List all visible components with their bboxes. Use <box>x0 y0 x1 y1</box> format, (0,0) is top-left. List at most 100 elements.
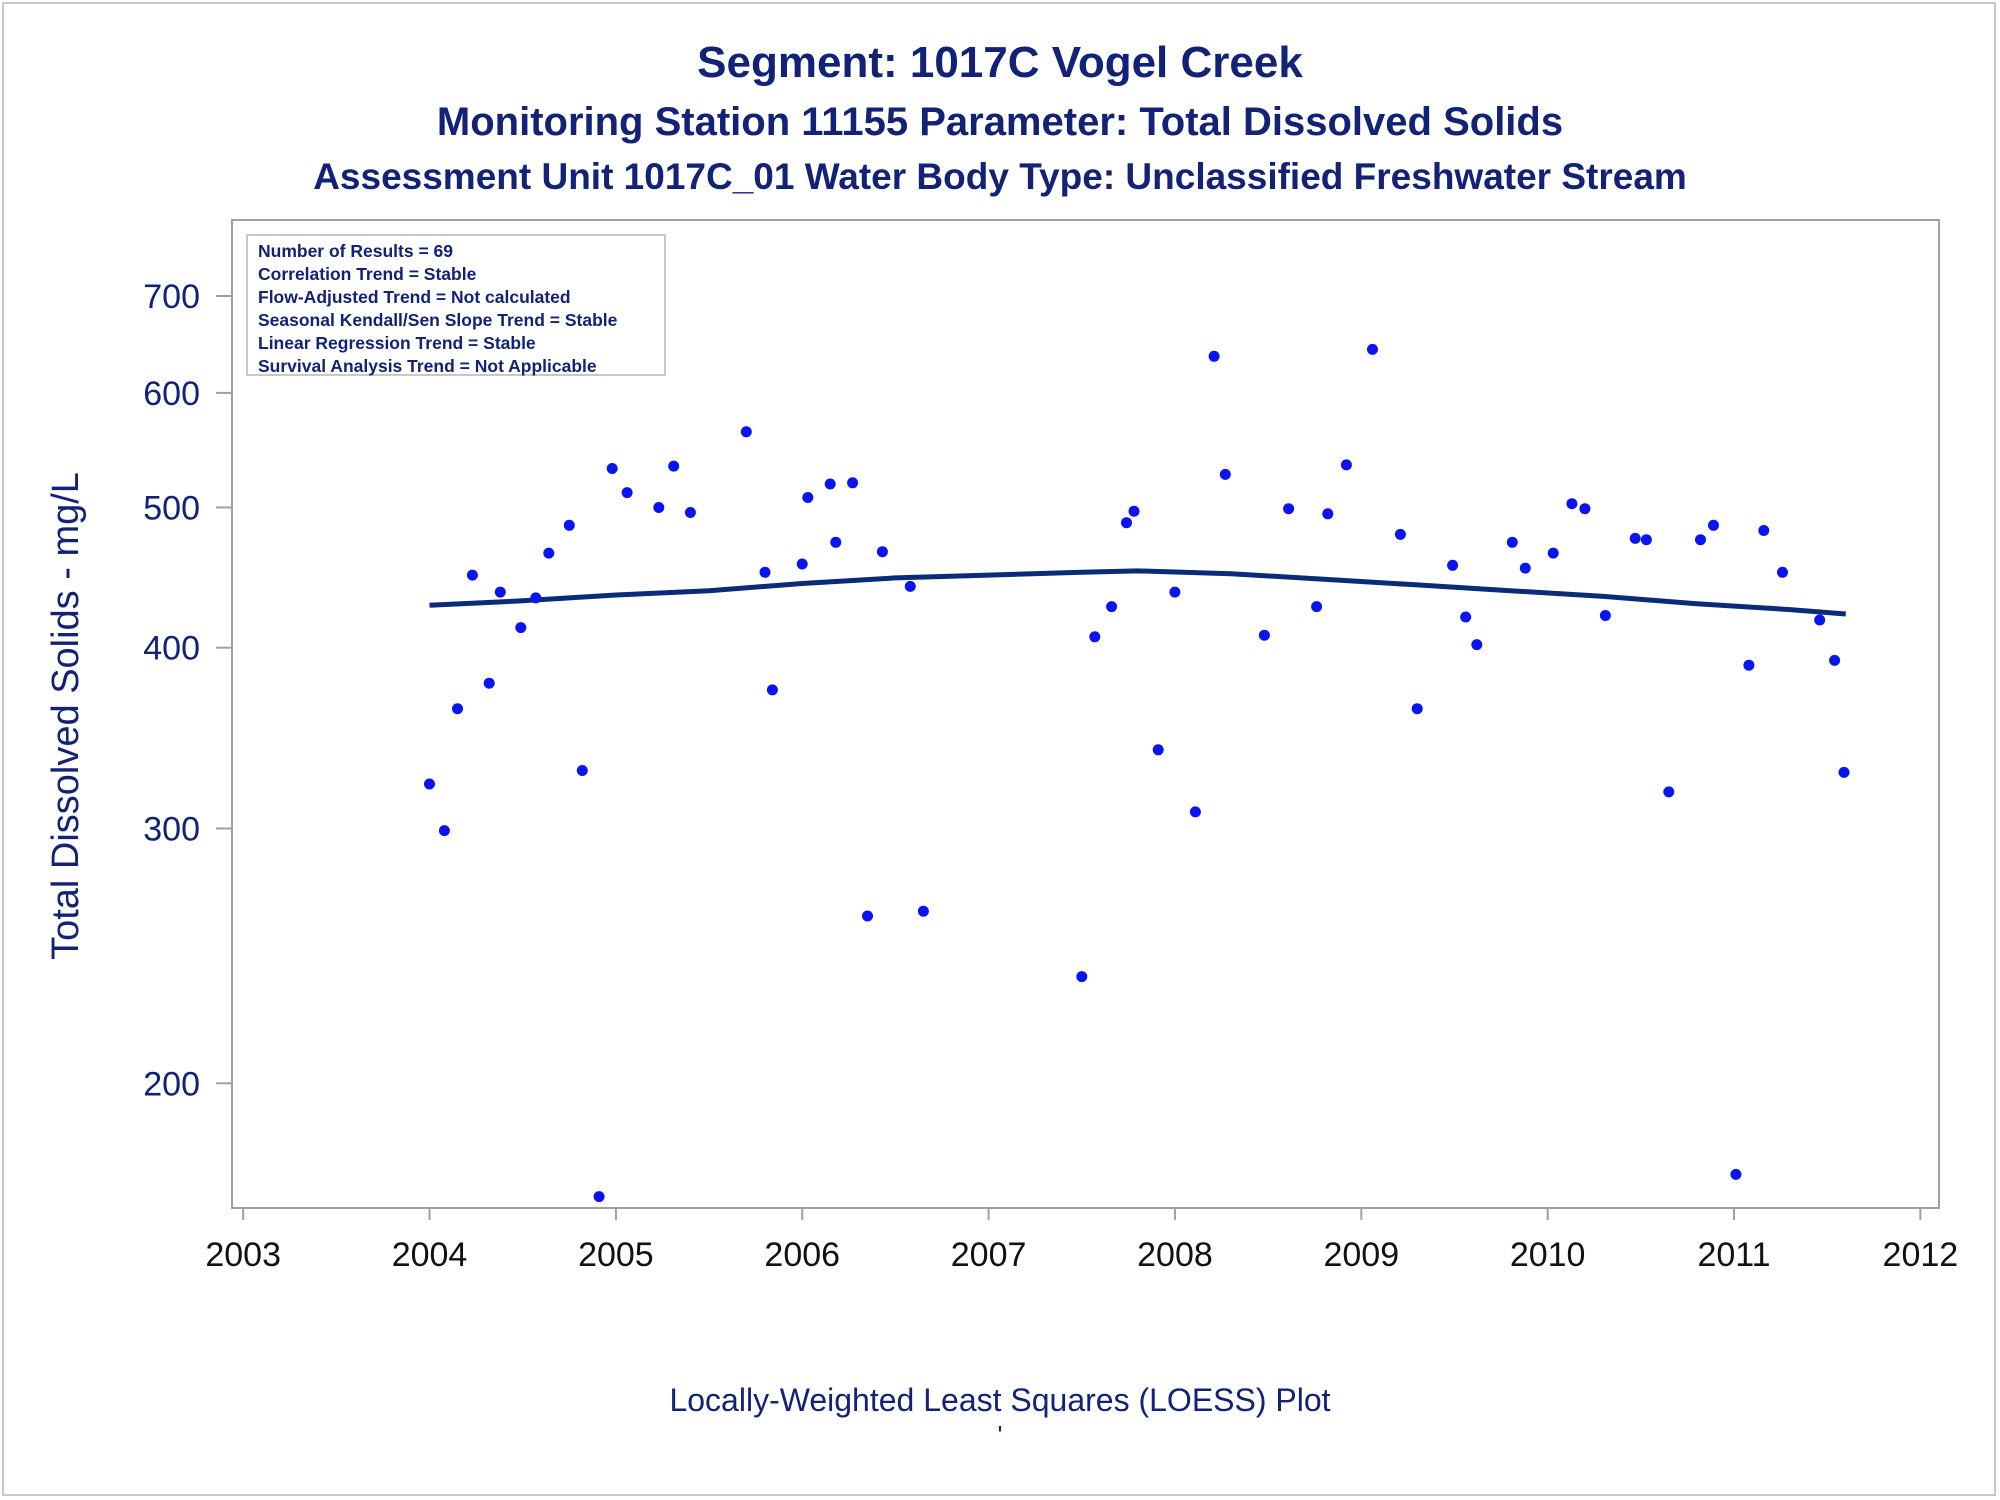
data-point <box>530 592 542 604</box>
data-point <box>1838 766 1850 778</box>
data-point <box>830 536 842 548</box>
data-point <box>1283 503 1295 515</box>
data-point <box>740 426 752 438</box>
y-tick-label: 600 <box>143 375 200 413</box>
data-point <box>515 622 527 634</box>
data-point <box>1208 350 1220 362</box>
data-point <box>466 569 478 581</box>
y-tick-label: 200 <box>143 1065 200 1103</box>
data-point <box>1121 517 1132 529</box>
footnote-mark: ' <box>997 1420 1003 1450</box>
data-point <box>563 519 575 531</box>
chart-subtitle-secondary: Assessment Unit 1017C_01 Water Body Type… <box>313 156 1687 197</box>
data-point <box>1322 508 1334 520</box>
data-point <box>824 478 836 490</box>
data-point <box>424 778 435 790</box>
x-tick-label: 2004 <box>392 1236 468 1274</box>
data-point <box>876 546 888 558</box>
stat-number-of-results: Number of Results = 69 <box>258 241 453 261</box>
loess-line <box>429 568 1846 617</box>
data-point <box>668 460 680 472</box>
data-point <box>802 492 814 503</box>
x-tick-label: 2009 <box>1323 1236 1399 1274</box>
data-point <box>1460 611 1472 623</box>
x-tick-label: 2003 <box>205 1236 281 1274</box>
y-axis: 200 300 400 500 600 700 <box>143 278 232 1103</box>
x-tick-label: 2011 <box>1697 1236 1770 1274</box>
x-tick-label: 2008 <box>1137 1236 1213 1274</box>
data-point <box>904 580 916 592</box>
data-point <box>1579 503 1591 515</box>
data-point <box>1599 610 1611 621</box>
data-point <box>1471 639 1483 651</box>
data-point <box>1311 601 1323 613</box>
data-point <box>438 825 450 837</box>
data-point <box>1340 459 1352 471</box>
plot-area-frame <box>231 219 1940 1209</box>
data-point <box>1394 528 1406 540</box>
chart-title: Segment: 1017C Vogel Creek <box>697 38 1303 87</box>
data-point <box>494 586 506 598</box>
data-point <box>1447 559 1459 571</box>
stat-linear-regression-trend: Linear Regression Trend = Stable <box>258 333 536 353</box>
data-point <box>1640 534 1652 546</box>
data-point <box>862 910 873 922</box>
x-tick-label: 2005 <box>578 1236 654 1274</box>
data-point <box>452 703 463 715</box>
data-point <box>483 677 495 689</box>
data-point <box>1777 566 1788 578</box>
data-point <box>847 477 859 489</box>
data-point <box>653 502 665 513</box>
data-point <box>766 684 778 696</box>
data-point <box>1829 654 1841 666</box>
y-tick-label: 400 <box>143 630 200 668</box>
data-point <box>593 1191 605 1203</box>
data-point <box>1814 614 1826 626</box>
data-point <box>1566 498 1578 510</box>
data-point <box>1128 505 1140 517</box>
data-point <box>1695 534 1706 546</box>
data-point <box>1152 744 1164 756</box>
data-point <box>796 558 808 570</box>
data-point <box>1506 536 1518 548</box>
data-point <box>1730 1168 1742 1180</box>
x-tick-label: 2012 <box>1883 1236 1959 1274</box>
data-point <box>1743 659 1755 671</box>
y-tick-label: 700 <box>143 278 200 316</box>
data-point <box>606 463 618 474</box>
data-point <box>1708 519 1719 531</box>
loess-layer <box>429 568 1846 617</box>
data-point <box>1519 562 1531 574</box>
data-point <box>1758 525 1770 536</box>
y-tick-label: 500 <box>143 489 200 527</box>
x-tick-label: 2010 <box>1510 1236 1586 1274</box>
data-point <box>1258 629 1270 641</box>
data-point <box>1076 971 1088 983</box>
data-point <box>1106 601 1118 613</box>
data-point <box>1219 468 1231 480</box>
x-axis: 2003 2004 2005 2006 2007 2008 2009 2010 2011 2012 <box>205 1208 1958 1274</box>
stat-seasonal-kendall-trend: Seasonal Kendall/Sen Slope Trend = Stabl… <box>258 310 618 330</box>
data-point <box>917 905 929 917</box>
data-point <box>1189 806 1201 818</box>
statistics-box: Number of Results = 69 Correlation Trend… <box>246 234 666 376</box>
stat-correlation-trend: Correlation Trend = Stable <box>258 264 477 284</box>
points-layer <box>424 245 1850 1203</box>
y-tick-label: 300 <box>143 810 200 848</box>
chart-subtitle: Monitoring Station 11155 Parameter: Tota… <box>436 100 1564 144</box>
footnote: Locally-Weighted Least Squares (LOESS) P… <box>669 1382 1331 1418</box>
data-point <box>1547 547 1559 559</box>
data-point <box>1629 532 1641 544</box>
data-point <box>684 507 696 518</box>
stat-survival-analysis-trend: Survival Analysis Trend = Not Applicable <box>258 356 597 376</box>
data-point <box>1663 786 1675 798</box>
data-point <box>543 547 555 559</box>
data-point <box>621 487 633 499</box>
x-tick-label: 2007 <box>951 1236 1027 1274</box>
y-axis-title: Total Dissolved Solids - mg/L <box>45 472 87 960</box>
data-point <box>759 566 771 578</box>
data-point <box>1411 703 1423 715</box>
data-point <box>1169 586 1181 598</box>
